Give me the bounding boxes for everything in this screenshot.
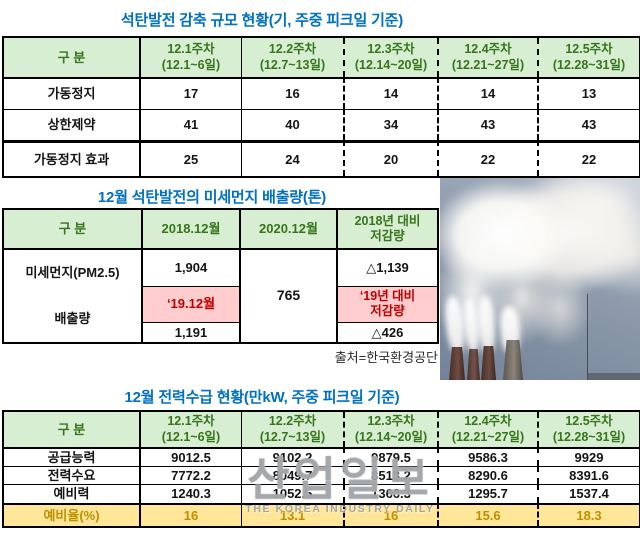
- cell: 9879.5: [343, 447, 437, 466]
- cell-2019-month: ‘19.12월: [141, 285, 239, 323]
- column-header-reduction: 2018년 대비 저감량: [336, 210, 437, 248]
- table3-title: 12월 전력수급 현황(만kW, 주중 피크일 기준): [124, 389, 400, 406]
- smokestack-2: [467, 349, 480, 380]
- cell: 14: [437, 77, 537, 109]
- cell: 8391.6: [537, 466, 639, 484]
- cell: 13: [537, 77, 639, 109]
- table-row: 가동정지 효과 25 24 20 22 22: [4, 140, 639, 176]
- cell: 8290.6: [437, 466, 537, 484]
- column-header-week4: 12.4주차 (12.21~27일): [437, 412, 537, 447]
- cell: 16: [343, 503, 437, 526]
- row-label-merged: 미세먼지(PM2.5) 배출량: [4, 248, 141, 342]
- cell: 15.6: [437, 503, 537, 526]
- smokestack-3: [481, 346, 496, 380]
- cell: 9102.2: [241, 447, 343, 466]
- cell: 43: [537, 109, 639, 140]
- cell: 1052.5: [241, 484, 343, 503]
- table-header-row: 구 분 12.1주차 (12.1~6일) 12.2주차 (12.7~13일) 12.…: [4, 412, 639, 447]
- column-header-week1: 12.1주차 (12.1~6일): [139, 412, 241, 447]
- table-header-row: 구 분 12.1주차 (12.1~6일) 12.2주차 (12.7~13일) 12.…: [4, 38, 639, 77]
- cell: 9012.5: [139, 447, 241, 466]
- cell-2018-value: 1,904: [141, 248, 239, 286]
- fine-dust-table: 구 분 2018.12월 2020.12월 2018년 대비 저감량 미세먼지(P…: [2, 208, 439, 344]
- table-row: 1,191 △426: [4, 322, 437, 342]
- row-label: 가동정지 효과: [4, 140, 139, 176]
- column-header-2020: 2020.12월: [239, 210, 336, 248]
- cell: 17: [139, 77, 241, 109]
- cell: 14: [343, 77, 437, 109]
- cell-reduction-2018: △1,139: [336, 248, 437, 286]
- row-label: 공급능력: [4, 447, 139, 466]
- table-row: 공급능력 9012.5 9102.2 9879.5 9586.3 9929: [4, 447, 639, 466]
- cell: 1295.7: [437, 484, 537, 503]
- smokestacks-photo: [440, 178, 640, 380]
- cell: 8513.2: [343, 466, 437, 484]
- column-header-gubun: 구 분: [4, 38, 139, 77]
- table-row: 전력수요 7772.2 8049.7 8513.2 8290.6 8391.6: [4, 466, 639, 484]
- cell: 1240.3: [139, 484, 241, 503]
- column-header-week5: 12.5주차 (12.28~31일): [537, 38, 639, 77]
- cell: 8049.7: [241, 466, 343, 484]
- row-label: 예비율(%): [4, 503, 139, 526]
- cell: 20: [343, 140, 437, 176]
- cell: 25: [139, 140, 241, 176]
- cell: 16: [241, 77, 343, 109]
- ground-structure: [588, 373, 640, 380]
- table-row: 예비력 1240.3 1052.5 1366.3 1295.7 1537.4: [4, 484, 639, 503]
- cell: 1366.3: [343, 484, 437, 503]
- table2-title: 12월 석탄발전의 미세먼지 배출량(톤): [97, 189, 327, 206]
- cell-2020-value-merged: 765: [239, 248, 336, 342]
- cell: 34: [343, 109, 437, 140]
- table-row: 미세먼지(PM2.5) 배출량 1,904 765 △1,139: [4, 248, 437, 342]
- table-row-reserve-rate: 예비율(%) 16 13.1 16 15.6 18.3: [4, 503, 639, 526]
- column-header-gubun: 구 분: [4, 412, 139, 447]
- column-header-week3: 12.3주차 (12.14~20일): [343, 38, 437, 77]
- row-label: 전력수요: [4, 466, 139, 484]
- column-header-gubun: 구 분: [4, 210, 141, 248]
- column-header-week3: 12.3주차 (12.14~20일): [343, 412, 437, 447]
- cell: 40: [241, 109, 343, 140]
- cell: 24: [241, 140, 343, 176]
- row-label: 가동정지: [4, 77, 139, 109]
- table-header-row: 구 분 2018.12월 2020.12월 2018년 대비 저감량: [4, 210, 437, 248]
- cell-reduction-2019-label: ‘19년 대비 저감량: [336, 285, 437, 323]
- power-supply-table: 구 분 12.1주차 (12.1~6일) 12.2주차 (12.7~13일) 12.…: [2, 410, 640, 528]
- cell: 16: [139, 503, 241, 526]
- cell: 22: [437, 140, 537, 176]
- table-row: ‘19.12월 ‘19년 대비 저감량: [4, 285, 437, 323]
- cell: 1537.4: [537, 484, 639, 503]
- column-header-2018: 2018.12월: [141, 210, 239, 248]
- column-header-week2: 12.2주차 (12.7~13일): [241, 38, 343, 77]
- row-label: 예비력: [4, 484, 139, 503]
- cell: 22: [537, 140, 639, 176]
- cell-reduction-2019: △426: [336, 322, 437, 342]
- cell: 13.1: [241, 503, 343, 526]
- cell: 9929: [537, 447, 639, 466]
- column-header-week2: 12.2주차 (12.7~13일): [241, 412, 343, 447]
- cell: 43: [437, 109, 537, 140]
- cell: 18.3: [537, 503, 639, 526]
- cell: 41: [139, 109, 241, 140]
- table1-title: 석탄발전 감축 규모 현황(기, 주중 피크일 기준): [120, 12, 404, 29]
- row-label: 상한제약: [4, 109, 139, 140]
- coal-reduction-table: 구 분 12.1주차 (12.1~6일) 12.2주차 (12.7~13일) 12.…: [2, 36, 640, 178]
- table-row: 상한제약 41 40 34 43 43: [4, 109, 639, 140]
- cell: 7772.2: [139, 466, 241, 484]
- smokestack-1: [449, 347, 465, 380]
- column-header-week5: 12.5주차 (12.28~31일): [537, 412, 639, 447]
- smokestack-4: [503, 340, 523, 380]
- column-header-week1: 12.1주차 (12.1~6일): [139, 38, 241, 77]
- cell-2019-value: 1,191: [141, 322, 239, 342]
- pole-line: [587, 294, 588, 380]
- cell: 9586.3: [437, 447, 537, 466]
- source-credit: 출처=한국환경공단: [334, 350, 438, 365]
- column-header-week4: 12.4주차 (12.21~27일): [437, 38, 537, 77]
- table-row: 가동정지 17 16 14 14 13: [4, 77, 639, 109]
